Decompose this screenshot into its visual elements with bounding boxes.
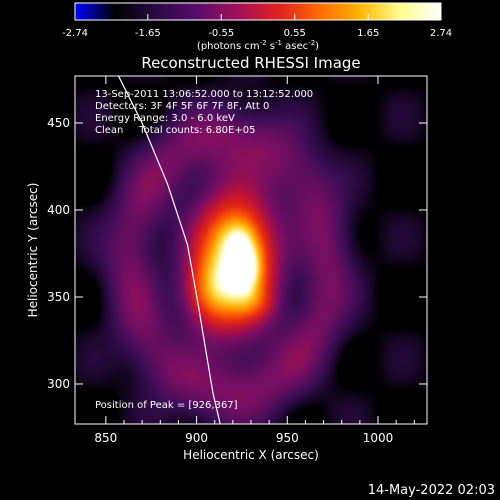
info-line-detectors: Detectors: 3F 4F 5F 6F 7F 8F, Att 0 — [95, 101, 269, 112]
colorbar-tick-label: -1.65 — [135, 28, 161, 39]
y-tick-label: 300 — [47, 377, 70, 391]
info-line-time: 13-Sep-2011 13:06:52.000 to 13:12:52.000 — [95, 89, 313, 100]
colorbar-tick-label: 2.74 — [430, 28, 452, 39]
y-axis-label: Heliocentric Y (arcsec) — [26, 183, 40, 318]
colorbar-tick-label: 1.65 — [357, 28, 379, 39]
chart-title: Reconstructed RHESSI Image — [141, 54, 360, 72]
x-axis-ticks: 850 900 950 1000 — [94, 76, 415, 445]
heatmap — [75, 76, 427, 424]
colorbar-strip — [74, 2, 442, 21]
colorbar-unit-label: (photons cm-2 s-1 asec-2) — [197, 39, 319, 52]
plot-area: 850 900 950 1000 300 350 400 450 13-Sep-2011 1… — [47, 75, 428, 445]
x-tick-label: 950 — [276, 431, 299, 445]
solar-limb-curve — [117, 76, 221, 424]
colorbar-tick-label: -2.74 — [62, 28, 88, 39]
y-tick-label: 400 — [47, 203, 70, 217]
y-tick-label: 450 — [47, 116, 70, 130]
colorbar-ticks: -2.74 -1.65 -0.55 0.55 1.65 2.74 — [62, 14, 452, 39]
footer-timestamp: 14-May-2022 02:03 — [368, 483, 495, 498]
info-annotation: 13-Sep-2011 13:06:52.000 to 13:12:52.000… — [95, 89, 313, 136]
colorbar: -2.74 -1.65 -0.55 0.55 1.65 2.74 (photons cm-… — [62, 2, 452, 52]
heatmap-canvas — [75, 76, 427, 424]
x-tick-label: 900 — [185, 431, 208, 445]
x-axis-label: Heliocentric X (arcsec) — [183, 448, 319, 462]
y-tick-label: 350 — [47, 290, 70, 304]
x-tick-label: 850 — [94, 431, 117, 445]
x-tick-label: 1000 — [363, 431, 394, 445]
info-line-energy: Energy Range: 3.0 - 6.0 keV — [95, 113, 235, 124]
info-line-clean: Clean Total counts: 6.80E+05 — [95, 125, 255, 136]
colorbar-tick-label: -0.55 — [208, 28, 234, 39]
y-axis-ticks: 300 350 400 450 — [47, 116, 427, 391]
colorbar-tick-label: 0.55 — [284, 28, 306, 39]
peak-position-label: Position of Peak = [926,367] — [95, 400, 238, 411]
